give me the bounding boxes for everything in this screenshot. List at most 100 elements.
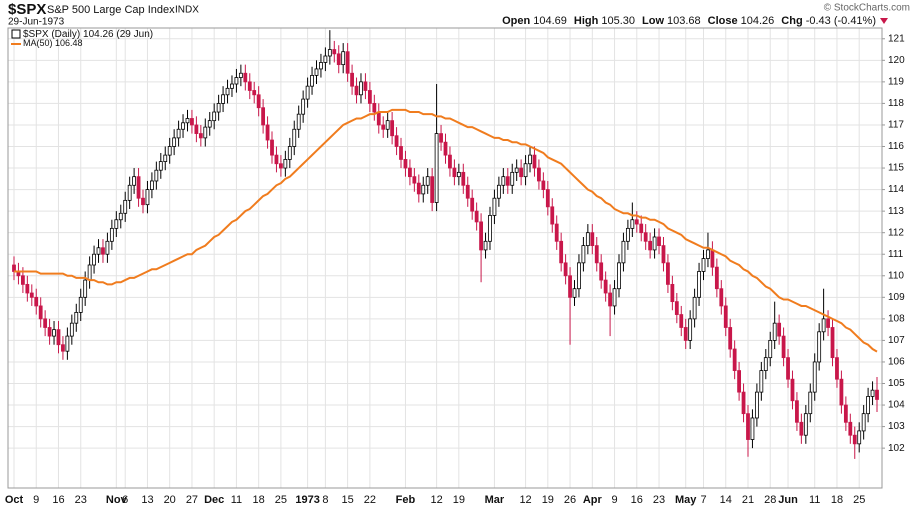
candle-body [61,344,65,352]
candle-body [234,77,239,85]
candle-body [772,322,777,341]
candle-body [657,236,661,247]
legend-last-close: 104.26 [83,29,114,40]
candle-body [198,133,203,139]
quote-label: Chg [781,15,802,27]
candle-body [265,124,270,141]
candle-body [25,283,30,294]
candle-body [167,146,172,156]
quote-label: Close [708,15,738,27]
candle-body [706,249,710,259]
candle-body [835,357,839,380]
quote-line: Open 104.69 High 105.30 Low 103.68 Close 104.26… [502,15,876,27]
x-tick-label: Nov [106,494,128,506]
candle-body [723,305,728,328]
candle-body [550,206,555,225]
candle-body [385,120,390,130]
x-tick-label: 13 [141,494,153,506]
chart-date: 29-Jun-1973 [8,17,65,28]
legend-price: $SPX (Daily) 104.26 (29 Jun) [23,29,153,40]
candle-body [519,167,524,178]
moving-average-line [14,108,878,353]
candle-body [141,197,145,206]
candle-body [559,240,564,264]
candle-body [341,51,346,66]
x-tick-label: 28 [764,494,776,506]
x-tick-label: 7 [700,494,706,506]
candle-body [345,51,350,74]
candle-body [759,370,764,393]
candle-body [230,83,234,89]
candle-body [625,227,630,242]
candle-body [857,430,862,445]
candle-body [461,171,466,186]
candle-body [683,327,688,341]
candle-body [150,180,154,190]
symbol: $SPX [8,1,46,18]
candle-body [105,240,110,255]
candle-body [621,240,626,264]
candle-body [741,391,746,415]
candle-body [839,378,844,406]
candle-body [408,167,412,178]
candle-body [817,331,822,363]
candle-body [163,154,168,162]
x-tick-label: 12 [519,494,531,506]
candle-body [541,180,546,190]
candle-body [456,171,461,178]
candle-body [532,154,537,169]
candle-body [648,240,653,251]
x-tick-label: 20 [164,494,176,506]
candle-body [225,87,230,96]
candle-body [528,154,532,165]
y-tick-label: 107 [888,335,905,346]
candle-body [190,118,194,126]
watermark: © StockCharts.com [824,3,910,14]
y-tick-label: 118 [888,98,904,109]
candle-body [590,232,595,247]
x-tick-label: 19 [542,494,554,506]
candle-body [207,120,212,128]
candle-body [786,357,790,380]
candle-body [501,176,506,186]
candle-body [870,389,875,397]
candle-body [238,72,243,78]
candle-body [746,413,750,440]
y-tick-label: 109 [888,292,905,303]
candle-body [572,288,577,298]
candle-body [34,296,39,307]
x-tick-label: 6 [122,494,128,506]
x-tick-label: 14 [720,494,732,506]
candle-body [452,167,457,178]
candle-body [399,146,403,160]
candle-body [821,318,826,333]
candle-body [505,176,510,186]
candle-body [327,49,332,57]
y-tick-label: 105 [888,378,905,389]
candle-body [194,124,199,134]
y-tick-label: 110 [888,270,904,281]
candle-body [376,111,381,126]
x-tick-label: Jun [778,494,798,506]
quote-label: High [574,15,599,27]
candle-body [52,329,56,337]
candle-body [416,182,421,195]
candle-body [875,389,879,400]
y-tick-label: 117 [888,120,904,131]
candle-body [434,133,439,203]
candle-body [737,370,741,393]
candle-body [781,335,786,359]
candle-body [292,128,297,147]
candle-body [363,81,368,91]
candle-body [523,163,528,178]
y-tick-label: 102 [888,443,905,454]
candle-body [114,219,119,229]
candle-body [430,176,435,203]
candle-body [101,247,105,255]
y-tick-label: 108 [888,314,905,325]
candle-body [852,434,857,445]
y-tick-label: 114 [888,184,904,195]
candle-body [29,292,34,298]
candle-body [750,417,755,440]
candle-body [412,176,417,184]
